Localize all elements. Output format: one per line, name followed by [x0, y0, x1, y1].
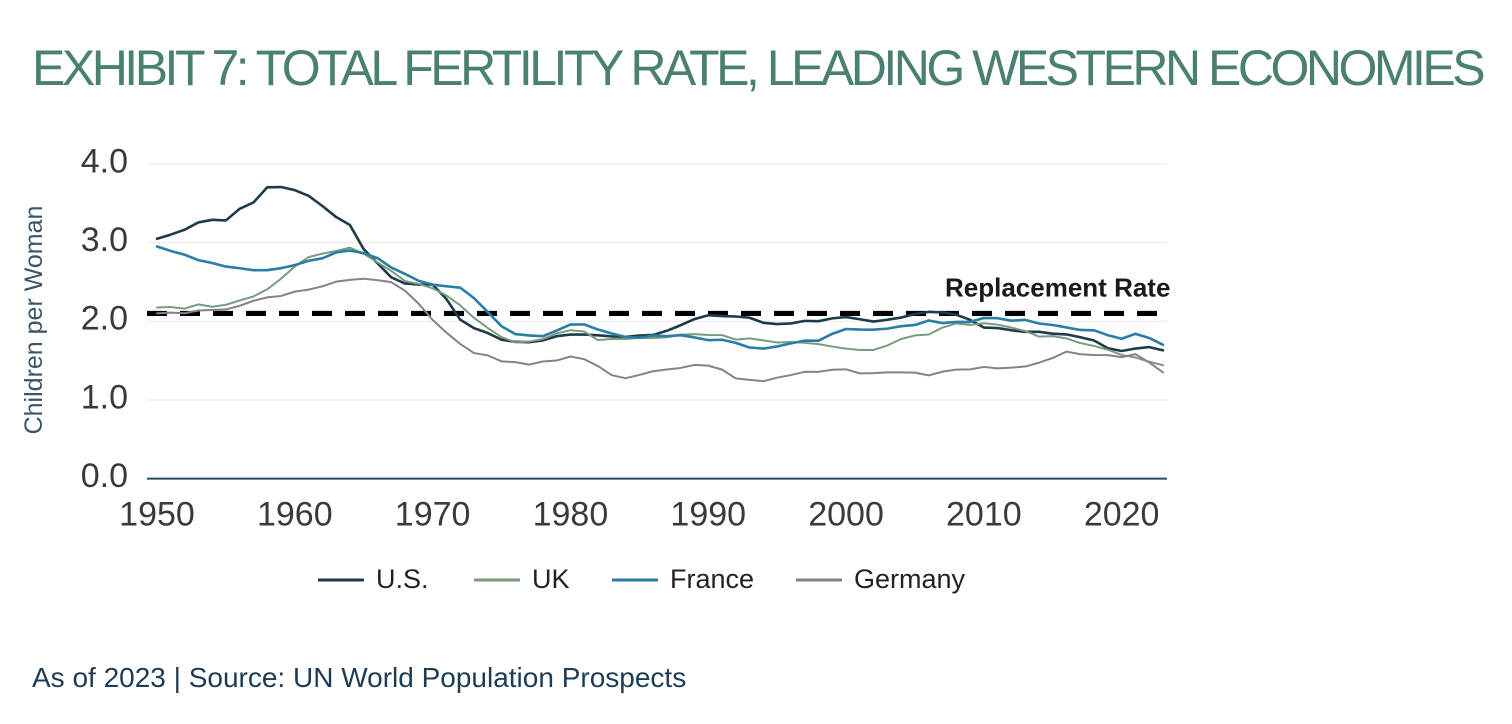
svg-text:0.0: 0.0	[81, 457, 128, 495]
svg-text:1980: 1980	[533, 495, 609, 533]
svg-text:1990: 1990	[670, 495, 746, 533]
svg-text:UK: UK	[532, 564, 570, 594]
svg-text:1950: 1950	[119, 495, 195, 533]
svg-text:2000: 2000	[808, 495, 884, 533]
svg-text:U.S.: U.S.	[376, 564, 429, 594]
svg-text:4.0: 4.0	[81, 142, 128, 180]
svg-text:Germany: Germany	[854, 564, 966, 594]
svg-text:2020: 2020	[1084, 495, 1160, 533]
svg-text:3.0: 3.0	[81, 221, 128, 259]
svg-text:France: France	[670, 564, 754, 594]
svg-text:Children per Woman: Children per Woman	[20, 206, 48, 435]
svg-text:Replacement Rate: Replacement Rate	[945, 272, 1170, 302]
svg-text:2.0: 2.0	[81, 300, 128, 338]
svg-text:2010: 2010	[946, 495, 1022, 533]
svg-text:1960: 1960	[257, 495, 333, 533]
svg-text:1.0: 1.0	[81, 378, 128, 416]
svg-text:1970: 1970	[395, 495, 471, 533]
